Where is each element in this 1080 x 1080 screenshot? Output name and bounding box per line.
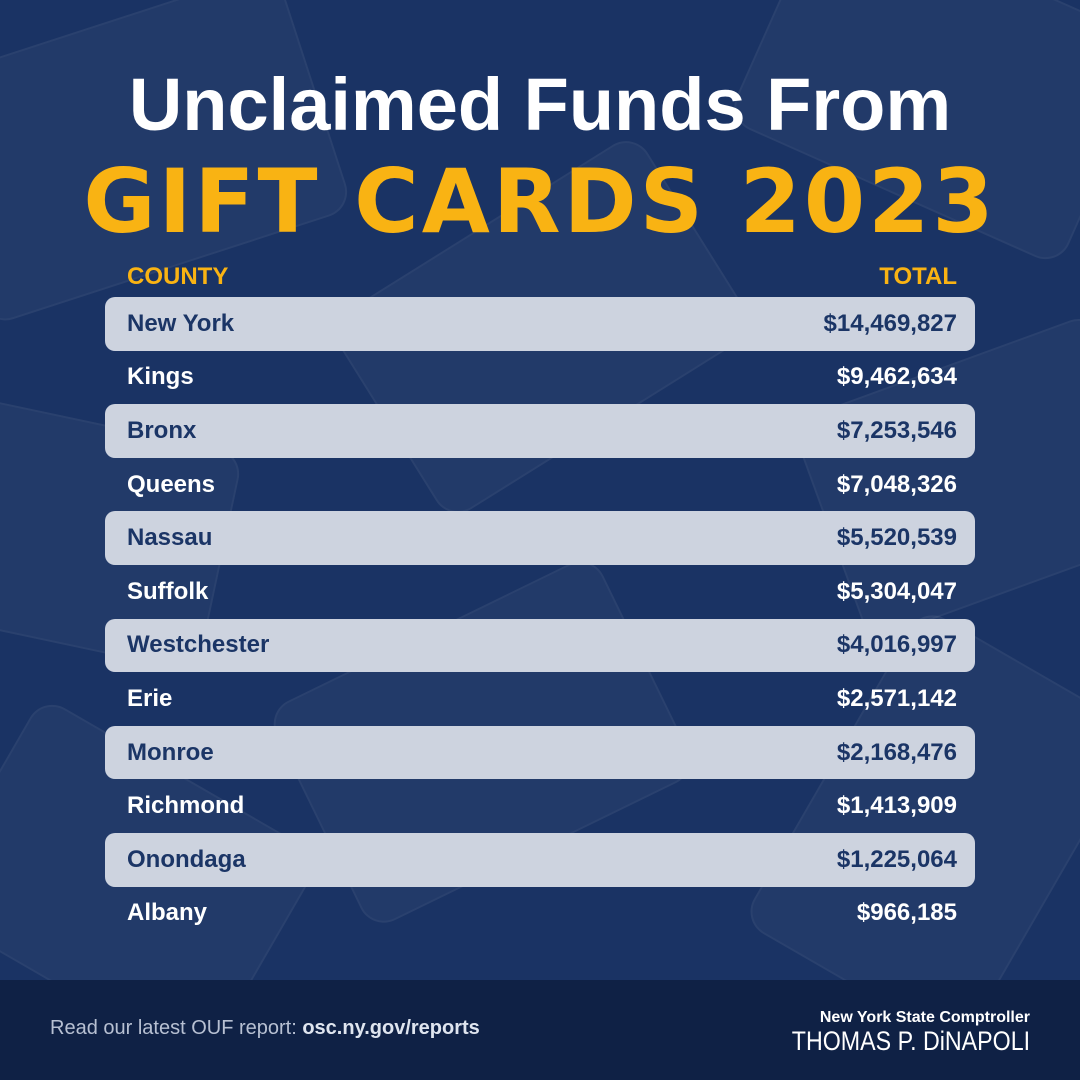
title-line-2: GIFT CARDS 2023 [83,150,997,253]
table-row: New York $14,469,827 [105,297,975,351]
county-total: $5,304,047 [836,577,957,605]
county-total: $1,225,064 [836,845,957,873]
table-row: Bronx $7,253,546 [105,404,975,458]
county-total: $5,520,539 [836,524,957,552]
report-link[interactable]: osc.ny.gov/reports [302,1017,480,1039]
county-table: New York $14,469,827 Kings $9,462,634 Br… [105,297,975,940]
table-row: Richmond $1,413,909 [105,779,975,833]
county-total: $4,016,997 [836,631,957,659]
county-name: Erie [127,684,173,712]
county-name: New York [127,309,235,337]
county-name: Albany [127,899,208,927]
table-row: Westchester $4,016,997 [105,618,975,673]
county-name: Monroe [127,738,214,766]
county-total: $9,462,634 [836,363,957,391]
county-total: $2,168,476 [836,738,957,766]
footer-bar [0,980,1080,1080]
county-name: Bronx [127,416,197,444]
county-name: Onondaga [127,845,246,873]
county-total: $1,413,909 [836,792,957,820]
table-row: Monroe $2,168,476 [105,725,975,780]
county-name: Queens [127,470,216,498]
county-total: $2,571,142 [836,684,957,712]
column-header-county: COUNTY [127,263,229,290]
footer-text: Read our latest OUF report: osc.ny.gov/r… [50,1017,480,1040]
table-row: Erie $2,571,142 [105,672,975,726]
county-total: $966,185 [856,899,957,927]
comptroller-title: New York State Comptroller [819,1009,1030,1026]
county-total: $14,469,827 [823,309,957,337]
county-name: Richmond [127,792,245,820]
county-name: Suffolk [127,577,209,605]
table-row: Nassau $5,520,539 [105,511,975,565]
county-name: Nassau [127,524,213,552]
table-row: Onondaga $1,225,064 [105,832,975,887]
footer-prompt: Read our latest OUF report: [50,1017,303,1039]
title-line-1: Unclaimed Funds From [128,63,952,146]
table-row: Kings $9,462,634 [105,351,975,405]
column-header-total: TOTAL [879,263,957,290]
table-row: Albany $966,185 [105,887,975,941]
county-total: $7,048,326 [836,470,957,498]
county-name: Westchester [127,631,270,659]
county-total: $7,253,546 [836,416,957,444]
county-name: Kings [127,363,194,391]
table-row: Queens $7,048,326 [105,458,975,512]
comptroller-name: THOMAS P. DiNAPOLI [791,1026,1030,1056]
table-row: Suffolk $5,304,047 [105,565,975,619]
